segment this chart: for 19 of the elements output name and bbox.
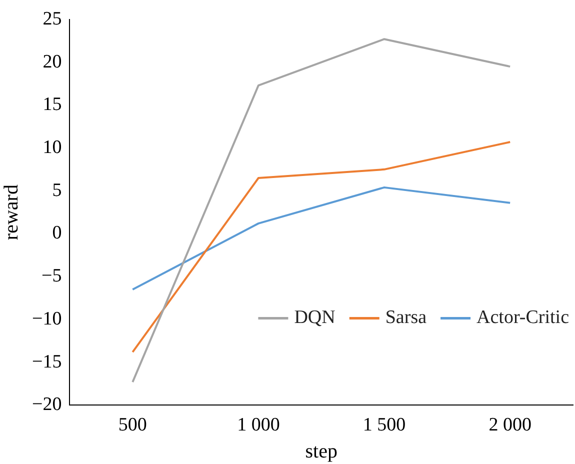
y-tick-label: −5 [41,266,62,287]
y-tick-label: 25 [42,8,62,30]
legend-label: DQN [294,307,336,328]
x-tick-label: 1 500 [362,414,406,436]
legend-label: Sarsa [385,307,428,328]
y-tick-label: 0 [52,222,62,244]
y-tick-label: 15 [42,94,62,116]
x-tick-label: 1 000 [237,414,280,436]
x-tick-label: 2 000 [488,414,532,436]
x-tick-label: 500 [118,414,147,436]
y-axis-title: reward [0,184,22,240]
legend-label: Actor-Critic [476,307,570,328]
y-tick-label: −10 [32,308,62,330]
y-tick-label: −20 [32,394,62,416]
y-tick-label: −15 [32,351,62,372]
y-tick-label: 10 [42,136,62,158]
x-axis-title: step [305,440,338,462]
y-tick-label: 5 [52,180,62,201]
y-tick-label: 20 [42,51,62,72]
